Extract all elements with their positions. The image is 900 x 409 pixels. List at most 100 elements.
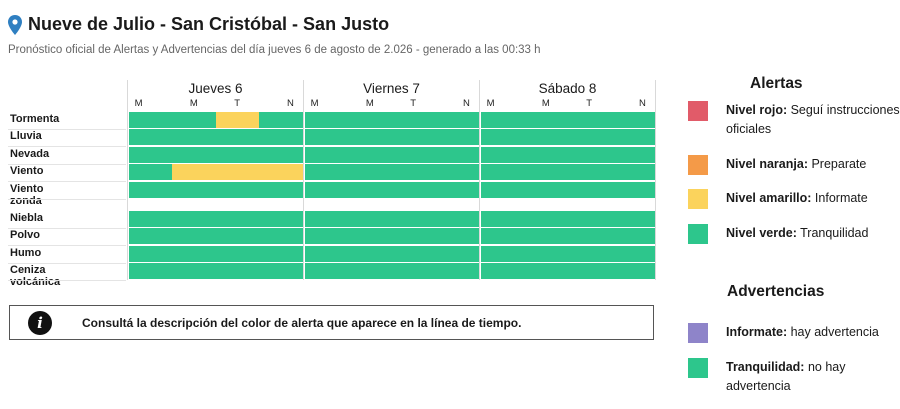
timeline-cell[interactable] (305, 112, 349, 128)
timeline-cell[interactable] (567, 182, 612, 198)
timeline-cell[interactable] (610, 147, 655, 163)
timeline-cell[interactable] (610, 211, 655, 227)
timeline-cell[interactable] (258, 263, 303, 279)
timeline-cell[interactable] (567, 164, 612, 180)
timeline-cell[interactable] (481, 129, 525, 145)
timeline-cell[interactable] (215, 112, 260, 128)
timeline-cell[interactable] (524, 147, 569, 163)
timeline-cell[interactable] (348, 211, 393, 227)
timeline-cell[interactable] (215, 164, 260, 180)
timeline-cell[interactable] (258, 182, 303, 198)
timeline-cell[interactable] (305, 147, 349, 163)
timeline-cell[interactable] (567, 246, 612, 262)
timeline-cell[interactable] (524, 263, 569, 279)
timeline-cell[interactable] (524, 228, 569, 244)
timeline-cell[interactable] (434, 129, 479, 145)
timeline-cell[interactable] (172, 129, 217, 145)
timeline-cell[interactable] (129, 112, 173, 128)
timeline-cell[interactable] (610, 129, 655, 145)
timeline-cell[interactable] (524, 112, 569, 128)
timeline-cell[interactable] (434, 164, 479, 180)
timeline-cell[interactable] (305, 246, 349, 262)
timeline-cell[interactable] (172, 246, 217, 262)
timeline-cell[interactable] (172, 182, 217, 198)
timeline-cell[interactable] (391, 147, 436, 163)
timeline-cell[interactable] (215, 263, 260, 279)
timeline-cell[interactable] (524, 129, 569, 145)
timeline-cell[interactable] (348, 263, 393, 279)
timeline-cell[interactable] (391, 246, 436, 262)
timeline-cell[interactable] (129, 263, 173, 279)
timeline-cell[interactable] (434, 228, 479, 244)
timeline-cell[interactable] (348, 129, 393, 145)
timeline-cell[interactable] (567, 211, 612, 227)
timeline-cell[interactable] (215, 129, 260, 145)
timeline-cell[interactable] (258, 164, 303, 180)
timeline-cell[interactable] (567, 263, 612, 279)
timeline-cell[interactable] (348, 246, 393, 262)
timeline-cell[interactable] (434, 246, 479, 262)
timeline-cell[interactable] (610, 164, 655, 180)
timeline-cell[interactable] (567, 129, 612, 145)
timeline-cell[interactable] (172, 147, 217, 163)
timeline-cell[interactable] (129, 182, 173, 198)
timeline-cell[interactable] (524, 246, 569, 262)
timeline-cell[interactable] (391, 129, 436, 145)
timeline-cell[interactable] (434, 147, 479, 163)
timeline-cell[interactable] (391, 112, 436, 128)
timeline-cell[interactable] (258, 228, 303, 244)
timeline-cell[interactable] (215, 182, 260, 198)
timeline-cell[interactable] (610, 112, 655, 128)
timeline-cell[interactable] (348, 147, 393, 163)
timeline-cell[interactable] (567, 112, 612, 128)
timeline-cell[interactable] (129, 211, 173, 227)
timeline-cell[interactable] (258, 147, 303, 163)
timeline-cell[interactable] (524, 164, 569, 180)
timeline-cell[interactable] (129, 228, 173, 244)
timeline-cell[interactable] (610, 263, 655, 279)
timeline-cell[interactable] (391, 164, 436, 180)
timeline-cell[interactable] (305, 182, 349, 198)
timeline-cell[interactable] (434, 112, 479, 128)
timeline-cell[interactable] (305, 211, 349, 227)
timeline-cell[interactable] (258, 112, 303, 128)
timeline-cell[interactable] (391, 228, 436, 244)
timeline-cell[interactable] (434, 211, 479, 227)
timeline-cell[interactable] (391, 263, 436, 279)
timeline-cell[interactable] (610, 182, 655, 198)
timeline-cell[interactable] (434, 263, 479, 279)
timeline-cell[interactable] (481, 112, 525, 128)
timeline-cell[interactable] (348, 182, 393, 198)
timeline-cell[interactable] (172, 112, 217, 128)
timeline-cell[interactable] (391, 182, 436, 198)
timeline-cell[interactable] (258, 246, 303, 262)
timeline-cell[interactable] (481, 263, 525, 279)
timeline-cell[interactable] (172, 228, 217, 244)
timeline-cell[interactable] (305, 228, 349, 244)
timeline-cell[interactable] (481, 228, 525, 244)
timeline-cell[interactable] (391, 211, 436, 227)
timeline-cell[interactable] (215, 228, 260, 244)
timeline-cell[interactable] (305, 164, 349, 180)
timeline-cell[interactable] (610, 246, 655, 262)
timeline-cell[interactable] (172, 263, 217, 279)
timeline-cell[interactable] (567, 147, 612, 163)
timeline-cell[interactable] (258, 211, 303, 227)
timeline-cell[interactable] (567, 228, 612, 244)
timeline-cell[interactable] (348, 112, 393, 128)
timeline-cell[interactable] (348, 228, 393, 244)
timeline-cell[interactable] (129, 164, 173, 180)
timeline-cell[interactable] (481, 164, 525, 180)
timeline-cell[interactable] (305, 263, 349, 279)
timeline-cell[interactable] (524, 211, 569, 227)
timeline-cell[interactable] (258, 129, 303, 145)
timeline-cell[interactable] (129, 129, 173, 145)
timeline-cell[interactable] (172, 164, 217, 180)
timeline-cell[interactable] (610, 228, 655, 244)
timeline-cell[interactable] (129, 246, 173, 262)
timeline-cell[interactable] (481, 211, 525, 227)
timeline-cell[interactable] (348, 164, 393, 180)
timeline-cell[interactable] (481, 147, 525, 163)
timeline-cell[interactable] (481, 182, 525, 198)
timeline-cell[interactable] (172, 211, 217, 227)
